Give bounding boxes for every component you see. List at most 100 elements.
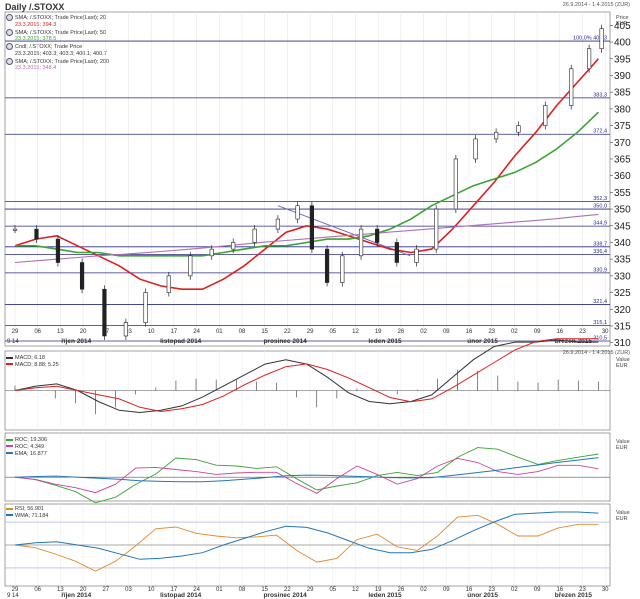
- x-tick-label-bottom: 16: [556, 587, 563, 593]
- candle: [188, 255, 193, 277]
- y-tick-label: 375: [614, 121, 631, 132]
- x-month-label-bottom: leden 2015: [368, 592, 402, 599]
- level-label: 372,4: [593, 129, 607, 135]
- legend-entry-candles[interactable]: Cndl; /.STOXX; Trade Price: [6, 43, 109, 51]
- legend-toggle-icon[interactable]: [6, 14, 13, 21]
- x-tick-label-bottom: 05: [329, 587, 336, 593]
- line-swatch-icon: [6, 438, 13, 441]
- y-tick-label: 395: [614, 54, 631, 65]
- legend-toggle-icon[interactable]: [6, 43, 13, 51]
- x-tick-label: 17: [171, 329, 178, 335]
- x-month-label: únor 2015: [467, 338, 498, 345]
- y-tick-label: 330: [614, 271, 631, 282]
- legend-toggle-icon[interactable]: [6, 28, 13, 36]
- x-tick-label: 23: [488, 329, 495, 335]
- y-unit-label: Price: [616, 15, 629, 21]
- wma-legend-entry[interactable]: WMA; 71.184: [6, 513, 48, 520]
- x-tick-label-bottom: 08: [239, 587, 246, 593]
- candle: [324, 248, 330, 283]
- x-tick-label-bottom: 02: [420, 587, 427, 593]
- roc-line-2: [14, 457, 599, 494]
- candle: [473, 138, 478, 160]
- x-tick-label: 02: [420, 329, 427, 335]
- x-tick-label-bottom: 17: [171, 587, 178, 593]
- x-tick-label-bottom: 29: [307, 587, 314, 593]
- macd-signal-line: [14, 338, 599, 413]
- x-tick-label: 06: [34, 329, 41, 335]
- line-swatch-icon: [6, 507, 13, 510]
- x-corner-label: 9 14: [7, 339, 19, 345]
- candle: [295, 205, 300, 220]
- panel-unit-label: EUR: [616, 363, 628, 369]
- roc-legend-entry-1[interactable]: ROC; 19.306: [6, 437, 47, 444]
- candle: [252, 228, 257, 243]
- level-label: 336,4: [593, 249, 607, 255]
- line-swatch-icon: [6, 452, 13, 455]
- candle: [394, 242, 399, 263]
- x-tick-label: 29: [307, 329, 314, 335]
- roc-legend-entry-2[interactable]: ROC; 4.349: [6, 444, 47, 451]
- panel-unit-label: Value: [616, 439, 630, 445]
- legend-value-sma200: 23.3.2015; 348.4: [15, 65, 57, 72]
- sma-200-line: [14, 213, 599, 264]
- x-tick-label-bottom: 03: [125, 587, 132, 593]
- y-tick-label: 380: [614, 104, 631, 115]
- x-month-label-bottom: prosinec 2014: [263, 592, 307, 599]
- y-tick-label: 360: [614, 171, 631, 182]
- candle: [309, 205, 314, 250]
- candle: [123, 322, 128, 337]
- y-tick-label: 325: [614, 288, 631, 299]
- x-tick-label: 20: [80, 329, 87, 335]
- level-label: 100,0% 400,3: [573, 36, 607, 42]
- x-month-label: říjen 2014: [61, 338, 91, 345]
- x-tick-label-bottom: 29: [12, 587, 19, 593]
- sma-20-line: [14, 58, 599, 291]
- candle: [34, 228, 39, 240]
- y-tick-label: 340: [614, 238, 631, 249]
- macd-date-range: 26.9.2014 - 1.4.2015 (ZUR): [562, 350, 630, 356]
- candle: [340, 255, 345, 283]
- x-tick-label: 03: [125, 329, 132, 335]
- panel-unit-label: EUR: [616, 445, 628, 451]
- x-month-label-bottom: říjen 2014: [61, 592, 91, 599]
- line-swatch-icon: [6, 514, 13, 517]
- legend-value-sma20: 23.3.2015; 394.3: [15, 21, 57, 28]
- candle: [231, 242, 236, 250]
- y-tick-label: 345: [614, 221, 631, 232]
- candle: [587, 48, 592, 70]
- level-label: 344,9: [593, 221, 607, 227]
- x-tick-label-bottom: 20: [80, 587, 87, 593]
- rsi-line: [14, 514, 599, 572]
- panel-unit-label: Value: [616, 510, 630, 516]
- candle: [414, 248, 419, 263]
- y-tick-label: 350: [614, 205, 631, 216]
- x-tick-label: 26: [398, 329, 405, 335]
- x-tick-label-bottom: 13: [57, 587, 64, 593]
- legend-toggle-icon[interactable]: [6, 57, 13, 65]
- x-tick-label: 13: [57, 329, 64, 335]
- trend-line: [277, 205, 411, 257]
- y-tick-label: 320: [614, 305, 631, 316]
- macd-signal-legend-entry[interactable]: MACD; 8.88; 5.25: [6, 362, 59, 369]
- level-label: 315,1: [593, 320, 607, 326]
- legend-entry-sma200[interactable]: SMA; /.STOXX; Trade Price(Last); 200: [6, 57, 109, 66]
- candle: [434, 208, 439, 250]
- macd-legend-entry[interactable]: MACD; 6.18: [6, 355, 59, 362]
- x-month-label: listopad 2014: [160, 338, 202, 345]
- ema-legend-entry[interactable]: EMA; 16.877: [6, 451, 47, 458]
- x-tick-label: 09: [534, 329, 541, 335]
- x-month-label: leden 2015: [368, 338, 402, 345]
- x-tick-label: 16: [556, 329, 563, 335]
- x-month-label: prosinec 2014: [263, 338, 307, 345]
- x-tick-label: 12: [352, 329, 359, 335]
- x-tick-label-bottom: 10: [148, 587, 155, 593]
- candle: [599, 28, 604, 50]
- price-panel: 100,0% 400,3 383,3 372,4 352,3 350,0 344,9 338…: [4, 11, 631, 349]
- level-label: 350,0: [593, 204, 607, 210]
- x-tick-label: 30: [602, 329, 609, 335]
- candle: [209, 248, 214, 257]
- rsi-legend-entry[interactable]: RSI; 56.901: [6, 506, 48, 513]
- line-swatch-icon: [6, 356, 13, 359]
